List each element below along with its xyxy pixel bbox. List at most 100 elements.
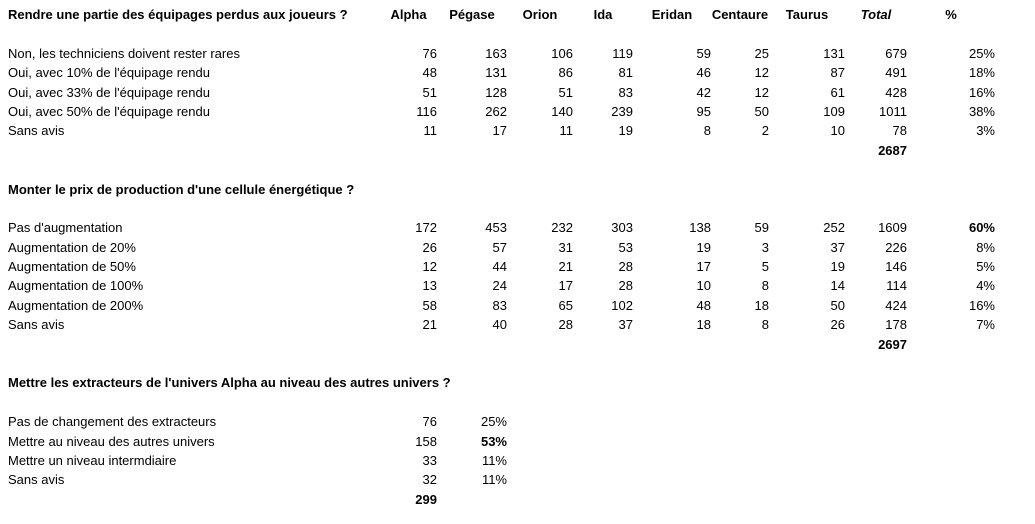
- row-label: Augmentation de 50%: [8, 259, 136, 275]
- table-row: Mettre au niveau des autres univers 158 53…: [8, 432, 1035, 451]
- cell-value: 65: [558, 297, 573, 313]
- cell-value: 262: [485, 103, 507, 119]
- cell-value: 17: [492, 123, 507, 139]
- section-title: Mettre les extracteurs de l'univers Alph…: [8, 375, 451, 391]
- cell-value: 146: [885, 259, 907, 275]
- table-row: Augmentation de 200% 58 83 65 102 48 18 50 424 16…: [8, 296, 1035, 315]
- cell-value: 114: [886, 278, 907, 294]
- section-header-row: Rendre une partie des équipages perdus a…: [8, 5, 1035, 24]
- cell-value: 232: [551, 220, 573, 236]
- cell-value: 25%: [480, 414, 507, 430]
- row-label: Augmentation de 200%: [8, 297, 144, 313]
- cell-value: 16%: [968, 297, 995, 313]
- cell-value: 12: [754, 65, 769, 81]
- cell-value: 8%: [976, 239, 995, 255]
- table-row: Sans avis 32 11%: [8, 470, 1035, 489]
- cell-value: 60%: [968, 220, 995, 236]
- cell-value: 37: [830, 239, 845, 255]
- cell-value: 37: [618, 317, 633, 333]
- cell-value: 76: [422, 45, 437, 61]
- cell-value: 3: [761, 239, 769, 255]
- cell-value: 25: [754, 45, 769, 61]
- spacer-row: [8, 354, 1035, 373]
- section-title: Monter le prix de production d'une cellu…: [8, 181, 355, 197]
- table-row: Sans avis 11 17 11 19 8 2 10 78 3%: [8, 121, 1035, 140]
- spacer-row: [8, 160, 1035, 179]
- table-row: Augmentation de 50% 12 44 21 28 17 5 19 146 5%: [8, 257, 1035, 276]
- cell-value: 58: [422, 297, 437, 313]
- row-label: Sans avis: [8, 317, 65, 333]
- cell-value: 95: [696, 103, 711, 119]
- cell-value: 50: [754, 103, 769, 119]
- section-title: Rendre une partie des équipages perdus a…: [8, 7, 348, 22]
- cell-value: 14: [830, 278, 845, 294]
- cell-value: 44: [492, 259, 507, 275]
- row-label: Augmentation de 20%: [8, 239, 136, 255]
- cell-value: 21: [422, 317, 437, 333]
- cell-value: 28: [558, 317, 573, 333]
- cell-value: 38%: [968, 103, 995, 119]
- cell-value: 42: [696, 84, 711, 100]
- cell-value: 10: [696, 278, 711, 294]
- cell-value: 3%: [976, 123, 995, 139]
- cell-value: 12: [754, 84, 769, 100]
- cell-value: 11%: [481, 472, 507, 488]
- cell-value: 48: [422, 65, 437, 81]
- cell-value: 76: [422, 414, 437, 430]
- column-header: Orion: [522, 7, 558, 22]
- cell-value: 453: [485, 220, 507, 236]
- spreadsheet: Rendre une partie des équipages perdus a…: [8, 5, 1035, 507]
- cell-value: 8: [703, 123, 711, 139]
- cell-value: 1011: [879, 103, 907, 119]
- cell-value: 109: [823, 103, 845, 119]
- cell-value: 83: [618, 84, 633, 100]
- cell-value: 17: [558, 278, 573, 294]
- cell-value: 17: [696, 259, 711, 275]
- row-label: Pas de changement des extracteurs: [8, 414, 217, 430]
- cell-value: 158: [415, 433, 437, 449]
- row-label: Sans avis: [8, 123, 65, 139]
- row-label: Sans avis: [8, 472, 65, 488]
- table-row: Oui, avec 50% de l'équipage rendu 116 262 1…: [8, 102, 1035, 121]
- cell-value: 7%: [976, 317, 995, 333]
- cell-value: 16%: [968, 84, 995, 100]
- table-row: Pas d'augmentation 172 453 232 303 138 59 252 16…: [8, 218, 1035, 237]
- cell-value: 299: [415, 491, 437, 507]
- cell-value: 26: [422, 239, 437, 255]
- column-header: Taurus: [785, 7, 829, 22]
- column-header: Pégase: [449, 7, 495, 22]
- cell-value: 11%: [481, 452, 507, 468]
- cell-value: 51: [558, 84, 573, 100]
- column-header: Total: [860, 7, 892, 22]
- cell-value: 138: [689, 220, 711, 236]
- cell-value: 18%: [968, 65, 995, 81]
- cell-value: 2697: [878, 336, 907, 352]
- row-label: Mettre au niveau des autres univers: [8, 433, 215, 449]
- cell-value: 178: [885, 317, 907, 333]
- cell-value: 51: [422, 84, 437, 100]
- cell-value: 53: [618, 239, 633, 255]
- cell-value: 163: [485, 45, 507, 61]
- table-row: Oui, avec 10% de l'équipage rendu 48 131 86…: [8, 63, 1035, 82]
- section-header-row: Monter le prix de production d'une cellu…: [8, 180, 1035, 199]
- cell-value: 59: [754, 220, 769, 236]
- row-label: Non, les techniciens doivent rester rare…: [8, 45, 240, 61]
- cell-value: 303: [611, 220, 633, 236]
- table-row: Pas de changement des extracteurs 76 25%: [8, 412, 1035, 431]
- table-row: Augmentation de 100% 13 24 17 28 10 8 14 114 4%: [8, 276, 1035, 295]
- column-header: Ida: [593, 7, 613, 22]
- cell-value: 226: [885, 239, 907, 255]
- table-row: Non, les techniciens doivent rester rare…: [8, 44, 1035, 63]
- section-header-row: Mettre les extracteurs de l'univers Alph…: [8, 373, 1035, 392]
- cell-value: 106: [551, 45, 573, 61]
- cell-value: 18: [754, 297, 769, 313]
- cell-value: 19: [696, 239, 711, 255]
- spacer-row: [8, 393, 1035, 412]
- cell-value: 57: [492, 239, 507, 255]
- cell-value: 78: [892, 123, 907, 139]
- cell-value: 116: [416, 103, 437, 119]
- cell-value: 81: [618, 65, 633, 81]
- row-label: Pas d'augmentation: [8, 220, 123, 236]
- cell-value: 50: [830, 297, 845, 313]
- cell-value: 140: [551, 103, 573, 119]
